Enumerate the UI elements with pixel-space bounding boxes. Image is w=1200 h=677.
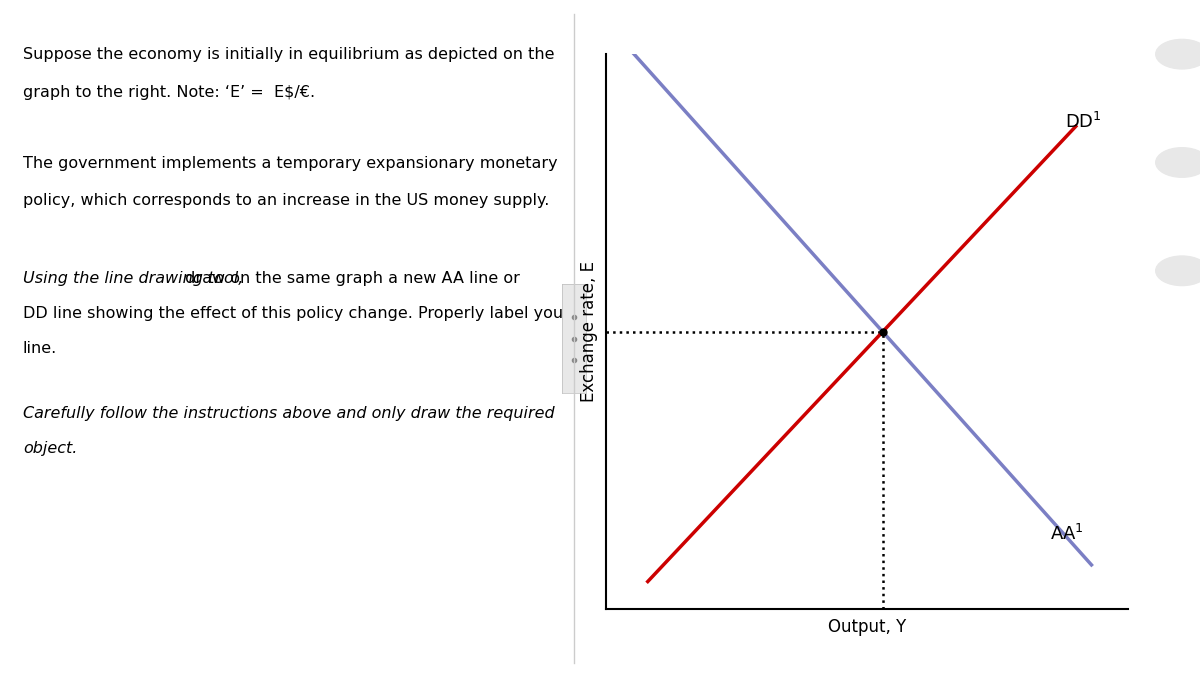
Text: AA$^{1}$: AA$^{1}$: [1050, 523, 1084, 544]
Text: graph to the right. Note: ‘E’ =  E$/€.: graph to the right. Note: ‘E’ = E$/€.: [23, 85, 314, 100]
Text: Using the line drawing tool,: Using the line drawing tool,: [23, 271, 244, 286]
Text: draw on the same graph a new AA line or: draw on the same graph a new AA line or: [180, 271, 520, 286]
Text: line.: line.: [23, 341, 58, 356]
Y-axis label: Exchange rate, E: Exchange rate, E: [580, 261, 598, 402]
Text: Suppose the economy is initially in equilibrium as depicted on the: Suppose the economy is initially in equi…: [23, 47, 554, 62]
Text: DD line showing the effect of this policy change. Properly label your: DD line showing the effect of this polic…: [23, 306, 570, 321]
Text: DD$^{1}$: DD$^{1}$: [1066, 112, 1102, 132]
X-axis label: Output, Y: Output, Y: [828, 617, 906, 636]
Text: policy, which corresponds to an increase in the US money supply.: policy, which corresponds to an increase…: [23, 193, 550, 208]
Text: object.: object.: [23, 441, 77, 456]
Text: Carefully follow the instructions above and only draw the required: Carefully follow the instructions above …: [23, 406, 554, 421]
Text: The government implements a temporary expansionary monetary: The government implements a temporary ex…: [23, 156, 558, 171]
